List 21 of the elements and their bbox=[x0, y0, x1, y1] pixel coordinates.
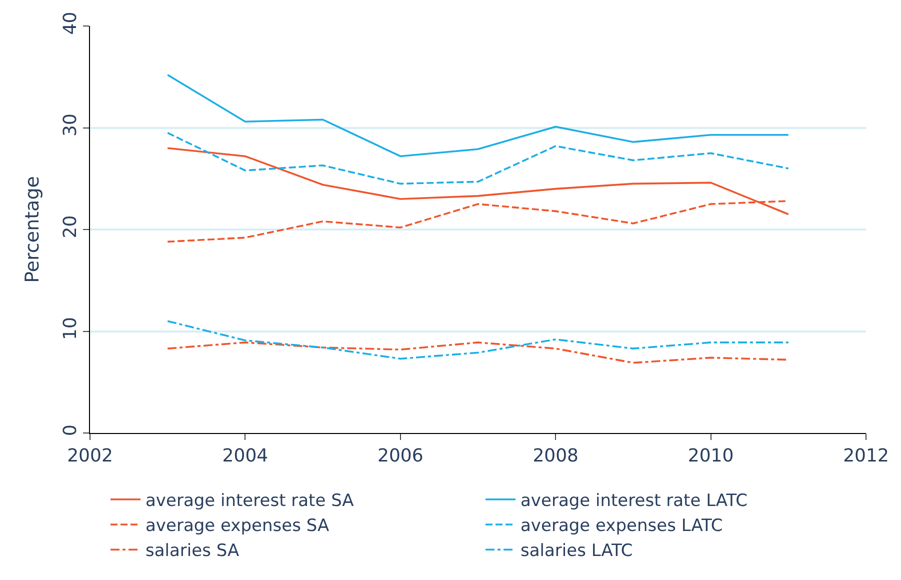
legend-label: average interest rate SA bbox=[146, 491, 354, 512]
line-series bbox=[166, 320, 790, 360]
legend-label: salaries LATC bbox=[520, 541, 633, 562]
legend-label: average expenses SA bbox=[146, 516, 330, 536]
x-tick-label: 2012 bbox=[843, 446, 889, 467]
x-tick-label: 2010 bbox=[688, 446, 734, 467]
x-tick-label: 2004 bbox=[222, 446, 268, 467]
y-tick-label: 30 bbox=[60, 114, 81, 137]
y-tick-label: 10 bbox=[60, 317, 81, 340]
x-tick-label: 2002 bbox=[67, 446, 113, 467]
x-tick-label: 2006 bbox=[377, 446, 424, 467]
legend-label: average interest rate LATC bbox=[520, 491, 748, 512]
y-tick-label: 0 bbox=[60, 424, 81, 436]
legend-label: salaries SA bbox=[146, 541, 240, 562]
y-tick-label: 20 bbox=[60, 215, 81, 238]
line-series bbox=[166, 132, 790, 185]
x-tick-label: 2008 bbox=[532, 446, 579, 467]
y-axis-title: Percentage bbox=[22, 176, 44, 283]
legend-label: average expenses LATC bbox=[520, 516, 723, 536]
y-tick-label: 40 bbox=[60, 12, 81, 35]
line-series bbox=[166, 74, 790, 158]
